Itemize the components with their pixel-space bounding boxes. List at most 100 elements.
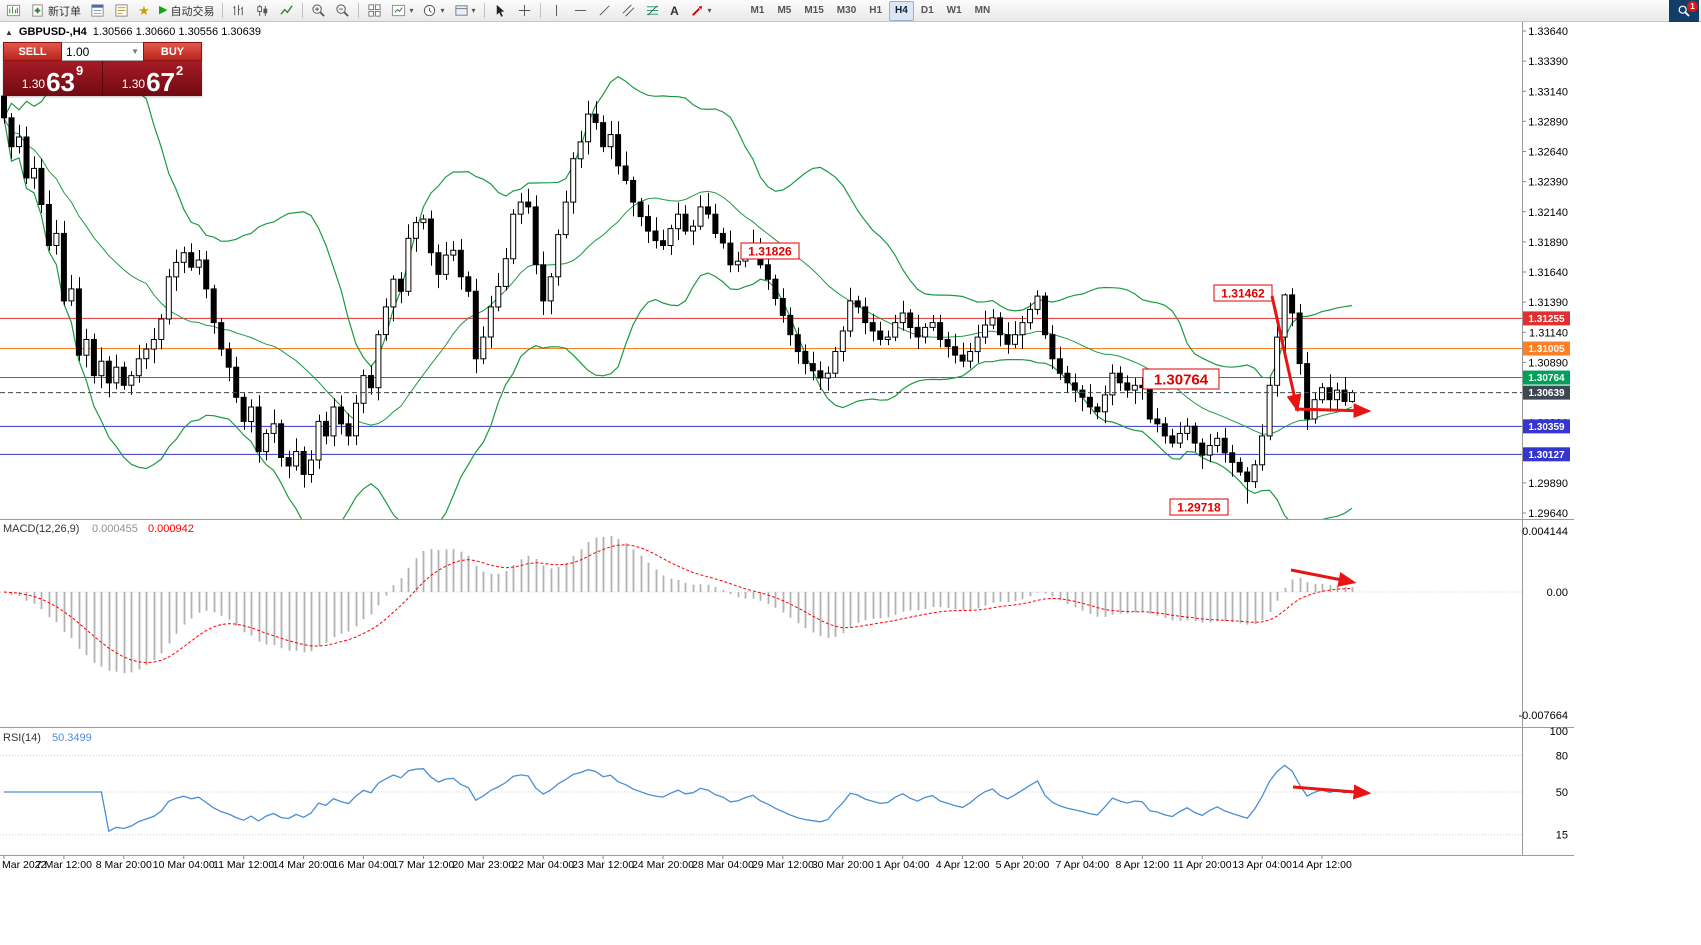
svg-text:10 Mar 04:00: 10 Mar 04:00 bbox=[153, 859, 215, 871]
trendline-tool-button[interactable] bbox=[593, 1, 616, 20]
navigator-button[interactable]: ★ bbox=[134, 1, 154, 20]
market-watch-button[interactable] bbox=[86, 1, 109, 20]
svg-text:15: 15 bbox=[1556, 830, 1568, 842]
new-order-button[interactable]: 新订单 bbox=[26, 1, 85, 20]
tile-windows-icon bbox=[368, 4, 382, 17]
price-tags: 1.31255 1.31005 1.30764 1.30639 1.30359 1.301… bbox=[1523, 311, 1570, 462]
toolbar-separator bbox=[358, 3, 360, 18]
new-chart-icon bbox=[392, 4, 406, 17]
line-chart-mode-button[interactable] bbox=[275, 1, 298, 20]
svg-text:80: 80 bbox=[1556, 750, 1568, 762]
svg-text:1.32140: 1.32140 bbox=[1528, 207, 1568, 219]
trend-arrows[interactable] bbox=[1270, 295, 1372, 800]
toolbar-search-button[interactable]: 1 bbox=[1669, 0, 1699, 22]
one-click-collapse-arrow[interactable]: ▲ bbox=[5, 28, 13, 37]
svg-text:1.29640: 1.29640 bbox=[1528, 508, 1568, 520]
periods-dropdown[interactable]: ▾ bbox=[418, 1, 448, 20]
timeframe-m1-button[interactable]: M1 bbox=[750, 5, 765, 16]
svg-text:1.32640: 1.32640 bbox=[1528, 147, 1568, 159]
volume-dropdown-caret[interactable]: ▼ bbox=[131, 47, 139, 56]
callout-box-1.29718[interactable] bbox=[1169, 498, 1229, 516]
new-chart-dropdown[interactable]: ▾ bbox=[387, 1, 417, 20]
svg-text:100: 100 bbox=[1550, 726, 1568, 738]
macd-panel bbox=[0, 536, 1522, 674]
data-window-button[interactable] bbox=[110, 1, 133, 20]
trend-arrow-2[interactable] bbox=[1294, 403, 1372, 419]
candlestick-icon bbox=[257, 4, 268, 17]
autotrading-label: 自动交易 bbox=[170, 5, 215, 18]
svg-text:1.31890: 1.31890 bbox=[1528, 237, 1568, 249]
svg-text:1.30639: 1.30639 bbox=[1528, 388, 1565, 399]
bollinger-lower-band bbox=[3, 117, 1353, 519]
timeframe-m15-button[interactable]: M15 bbox=[804, 5, 824, 16]
svg-text:0.000455: 0.000455 bbox=[92, 523, 138, 535]
svg-text:1.33390: 1.33390 bbox=[1528, 56, 1568, 68]
svg-text:1.32890: 1.32890 bbox=[1528, 116, 1568, 128]
svg-text:RSI(14): RSI(14) bbox=[3, 732, 41, 744]
horizontal-line-icon bbox=[574, 10, 586, 11]
callout-box-1.31826[interactable] bbox=[740, 242, 800, 260]
callout-box-1.31462[interactable] bbox=[1213, 284, 1273, 302]
svg-text:1.31390: 1.31390 bbox=[1528, 297, 1568, 309]
timeframe-w1-button[interactable]: W1 bbox=[946, 5, 962, 16]
timeframe-m5-button[interactable]: M5 bbox=[777, 5, 792, 16]
trend-arrow-3[interactable] bbox=[1290, 568, 1357, 587]
sell-price-display[interactable]: 1.30 63 9 bbox=[3, 61, 103, 96]
timeframe-mn-button[interactable]: MN bbox=[974, 5, 991, 16]
autotrading-button[interactable]: ▶ 自动交易 bbox=[155, 1, 218, 20]
cursor-tool-button[interactable] bbox=[489, 1, 512, 20]
fibonacci-icon bbox=[646, 5, 658, 16]
tile-windows-button[interactable] bbox=[363, 1, 386, 20]
callout-box-1.30764[interactable] bbox=[1142, 368, 1220, 390]
volume-input[interactable]: 1.00 ▼ bbox=[62, 42, 143, 61]
market-watch-icon bbox=[91, 4, 104, 17]
macd-signal-line bbox=[3, 544, 1353, 664]
notification-badge[interactable]: 1 bbox=[1687, 0, 1698, 12]
horizontal-line-tool-button[interactable] bbox=[569, 1, 592, 20]
fibonacci-tool-button[interactable] bbox=[641, 1, 664, 20]
svg-text:1.29890: 1.29890 bbox=[1528, 478, 1568, 490]
toolbar-separator bbox=[483, 3, 485, 18]
timeframe-d1-button[interactable]: D1 bbox=[920, 5, 934, 16]
svg-text:1.31140: 1.31140 bbox=[1529, 327, 1568, 339]
timeframe-m30-button[interactable]: M30 bbox=[836, 5, 857, 16]
buy-price-display[interactable]: 1.30 67 2 bbox=[103, 61, 202, 96]
channel-tool-button[interactable] bbox=[617, 1, 640, 20]
trend-arrow-4[interactable] bbox=[1292, 784, 1372, 800]
bar-chart-mode-button[interactable] bbox=[227, 1, 250, 20]
svg-text:4 Apr 12:00: 4 Apr 12:00 bbox=[936, 859, 990, 871]
svg-text:5 Apr 20:00: 5 Apr 20:00 bbox=[996, 859, 1050, 871]
svg-text:8 Apr 12:00: 8 Apr 12:00 bbox=[1115, 859, 1169, 871]
vertical-line-tool-button[interactable] bbox=[545, 1, 568, 20]
line-chart-icon bbox=[280, 5, 294, 15]
timeframe-h4-button[interactable]: H4 bbox=[889, 0, 914, 21]
rsi-panel bbox=[0, 754, 1522, 836]
sell-price-big: 63 bbox=[46, 67, 76, 97]
arrows-tool-dropdown[interactable]: ▾ bbox=[686, 1, 716, 20]
zoom-out-button[interactable] bbox=[331, 1, 354, 20]
price-axis[interactable]: 1.33640 1.33390 1.33140 1.32890 1.32640 1.323… bbox=[1518, 26, 1568, 842]
one-click-trade-panel: SELL 1.00 ▼ BUY 1.30 63 9 1.30 67 2 bbox=[3, 42, 202, 96]
svg-text:1 Apr 04:00: 1 Apr 04:00 bbox=[876, 859, 930, 871]
timeframe-h1-button[interactable]: H1 bbox=[869, 5, 883, 16]
buy-button[interactable]: BUY bbox=[143, 42, 202, 61]
sell-button[interactable]: SELL bbox=[3, 42, 62, 61]
text-tool-button[interactable]: A bbox=[665, 1, 685, 20]
rsi-line bbox=[4, 764, 1353, 833]
price-callouts[interactable]: 1.31826 1.31462 1.30764 1.29718 bbox=[740, 242, 1273, 516]
svg-text:7 Apr 04:00: 7 Apr 04:00 bbox=[1056, 859, 1110, 871]
price-tag-1.30127 bbox=[1523, 447, 1570, 462]
zoom-in-button[interactable] bbox=[307, 1, 330, 20]
crosshair-tool-button[interactable] bbox=[513, 1, 536, 20]
chart-window-button[interactable] bbox=[2, 1, 25, 20]
main-toolbar: 新订单 ★ ▶ 自动交易 bbox=[0, 0, 1701, 22]
svg-text:28 Mar 04:00: 28 Mar 04:00 bbox=[692, 859, 754, 871]
candlestick-mode-button[interactable] bbox=[251, 1, 274, 20]
trend-arrow-1[interactable] bbox=[1270, 295, 1302, 413]
templates-dropdown[interactable]: ▾ bbox=[450, 1, 480, 20]
zoom-out-icon bbox=[336, 4, 350, 17]
svg-text:1.31462: 1.31462 bbox=[1221, 286, 1265, 300]
